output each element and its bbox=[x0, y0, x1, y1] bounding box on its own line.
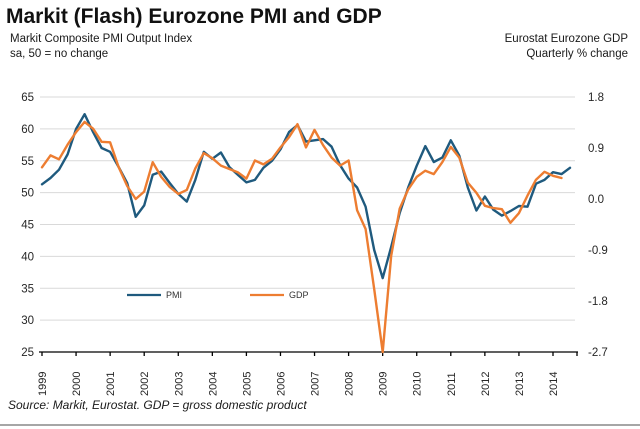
left-axis-title-line2: sa, 50 = no change bbox=[10, 48, 109, 60]
x-axis-label: 2009 bbox=[378, 372, 390, 396]
left-axis-tick: 50 bbox=[21, 188, 34, 200]
x-axis-label: 2006 bbox=[275, 372, 287, 396]
left-axis-title: Markit Composite PMI Output Index sa, 50… bbox=[10, 32, 192, 62]
right-axis-tick: -1.8 bbox=[588, 296, 608, 308]
x-axis-label: 2007 bbox=[310, 372, 322, 396]
right-axis-tick: -2.7 bbox=[588, 347, 608, 359]
x-axis-label: 2002 bbox=[139, 372, 151, 396]
x-axis-label: 2013 bbox=[514, 372, 526, 396]
right-axis-tick: 1.8 bbox=[588, 92, 604, 104]
x-axis-label: 2012 bbox=[480, 372, 492, 396]
x-axis-label: 1999 bbox=[37, 372, 49, 396]
right-axis-title: Eurostat Eurozone GDP Quarterly % change bbox=[505, 32, 628, 62]
left-axis-tick: 25 bbox=[21, 347, 34, 359]
x-axis-label: 2003 bbox=[173, 372, 185, 396]
left-axis-tick: 35 bbox=[21, 283, 34, 295]
left-axis-tick: 40 bbox=[21, 251, 34, 263]
x-axis-label: 2011 bbox=[446, 372, 458, 396]
x-axis-label: 2014 bbox=[548, 372, 560, 396]
left-axis-title-line1: Markit Composite PMI Output Index bbox=[10, 33, 193, 45]
right-axis-title-line1: Eurostat Eurozone GDP bbox=[504, 33, 628, 45]
right-axis-tick: -0.9 bbox=[588, 245, 608, 257]
left-axis-tick: 45 bbox=[21, 220, 34, 232]
legend-label-pmi: PMI bbox=[166, 290, 182, 300]
right-axis-tick: 0.0 bbox=[588, 194, 604, 206]
x-axis-label: 2008 bbox=[344, 372, 356, 396]
x-axis-label: 2001 bbox=[105, 372, 117, 396]
legend-label-gdp: GDP bbox=[289, 290, 309, 300]
x-axis-label: 2010 bbox=[412, 372, 424, 396]
source-note: Source: Markit, Eurostat. GDP = gross do… bbox=[8, 398, 307, 412]
right-axis-tick: 0.9 bbox=[588, 143, 604, 155]
x-axis-label: 2000 bbox=[71, 372, 83, 396]
left-axis-tick: 60 bbox=[21, 124, 34, 136]
left-axis-tick: 65 bbox=[21, 92, 34, 104]
gdp-line bbox=[40, 120, 563, 354]
page-title: Markit (Flash) Eurozone PMI and GDP bbox=[6, 5, 382, 28]
right-axis-title-line2: Quarterly % change bbox=[526, 48, 628, 60]
x-axis-label: 2005 bbox=[241, 372, 253, 396]
pmi-line bbox=[40, 112, 572, 280]
left-axis-tick: 55 bbox=[21, 156, 34, 168]
x-axis-label: 2004 bbox=[207, 372, 219, 396]
left-axis-tick: 30 bbox=[21, 315, 34, 327]
bottom-divider bbox=[0, 424, 640, 426]
